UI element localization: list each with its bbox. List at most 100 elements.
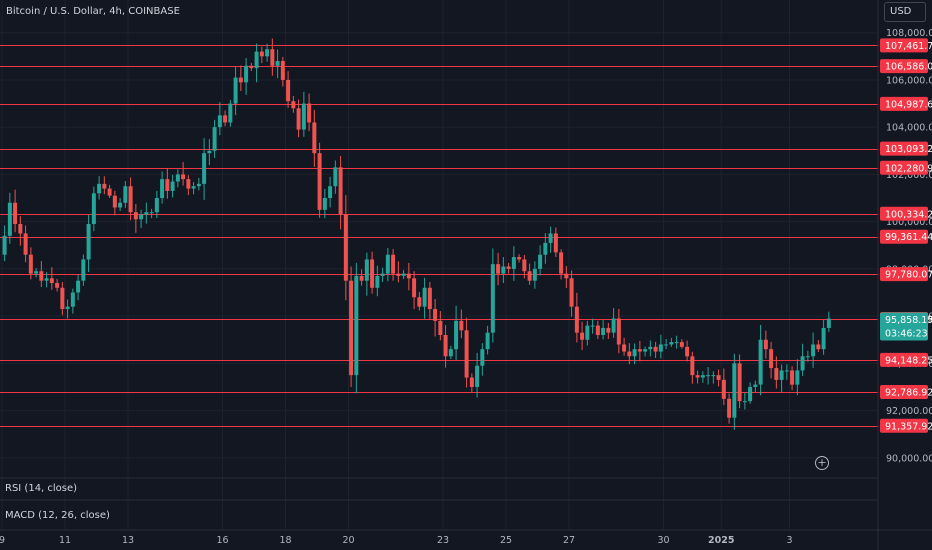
candle-down [370, 259, 375, 288]
candle-up [480, 349, 485, 366]
candle-down [391, 254, 396, 274]
candle-up [275, 61, 280, 66]
currency-button[interactable]: USD [884, 2, 926, 22]
price-tick-label: 90,000.00 [886, 453, 932, 464]
candle-down [522, 259, 527, 272]
price-tick-label: 100,000.00 [886, 217, 932, 228]
candle-up [196, 183, 201, 187]
candle-up [454, 320, 459, 350]
candle-up [543, 242, 548, 255]
candle-down [312, 122, 317, 154]
candle-up [328, 186, 333, 199]
candle-down [112, 195, 117, 208]
candle-up [784, 370, 789, 372]
candle-down [433, 309, 438, 321]
add-icon[interactable]: + [815, 456, 829, 470]
candle-up [401, 273, 406, 276]
last-price-marker: 95,858.19 03:46:23 [880, 312, 932, 341]
candle-down [186, 179, 191, 189]
candle-up [643, 349, 648, 352]
candle-up [490, 264, 495, 333]
time-tick-label: 2025 [708, 535, 734, 546]
candle-down [685, 346, 690, 357]
candle-down [296, 108, 301, 130]
candle-up [217, 115, 222, 128]
candle-up [233, 77, 238, 104]
level-price-label: 97,780.07 [885, 270, 932, 281]
candle-down [133, 212, 138, 220]
candle-down [716, 375, 721, 380]
time-tick-label: 3 [786, 535, 792, 546]
candle-down [338, 167, 343, 215]
candle-up [385, 254, 390, 274]
time-tick-label: 30 [657, 535, 669, 546]
candle-down [23, 233, 28, 255]
candle-down [443, 335, 448, 357]
candle-up [375, 275, 380, 288]
time-tick-label: 16 [216, 535, 228, 546]
candle-up [601, 327, 606, 336]
candle-up [485, 332, 490, 350]
candle-down [49, 278, 54, 284]
candle-up [380, 273, 385, 276]
candle-down [317, 153, 322, 210]
level-price-label: 104,987.61 [885, 99, 932, 110]
candle-down [13, 202, 18, 225]
candle-down [291, 101, 296, 109]
last-price-tag [880, 312, 928, 341]
candle-up [76, 280, 81, 293]
candle-up [322, 198, 327, 210]
candle-up [202, 153, 207, 184]
time-tick-label: 25 [500, 535, 512, 546]
candle-up [118, 202, 123, 208]
candle-down [695, 375, 700, 378]
candle-down [496, 264, 501, 274]
candle-up [301, 103, 306, 130]
candle-down [506, 266, 511, 269]
rsi-indicator-label[interactable]: RSI (14, close) [5, 483, 78, 494]
candle-down [679, 342, 684, 347]
level-price-tag [880, 229, 928, 244]
candle-down [580, 332, 585, 340]
candle-down [238, 77, 243, 83]
candle-up [674, 342, 679, 344]
time-tick-label: 20 [342, 535, 354, 546]
candle-down [464, 330, 469, 378]
candle-down [28, 254, 33, 274]
candle-up [706, 375, 711, 377]
last-price-label: 95,858.19 [885, 315, 932, 326]
candle-up [207, 150, 212, 154]
candle-down [55, 283, 60, 288]
candle-up [664, 344, 669, 346]
candle-up [648, 346, 653, 350]
level-price-label: 103,093.26 [885, 144, 932, 155]
macd-indicator-label[interactable]: MACD (12, 26, close) [5, 510, 110, 521]
candle-down [637, 349, 642, 352]
grid-lines [0, 0, 878, 530]
candle-down [417, 297, 422, 307]
candle-up [364, 259, 369, 281]
candle-up [826, 318, 831, 328]
candle-down [564, 273, 569, 279]
candle-down [553, 233, 558, 253]
candle-up [254, 51, 259, 69]
candle-up [753, 384, 758, 387]
price-tick-label: 106,000.00 [886, 75, 932, 86]
candle-up [333, 167, 338, 187]
candle-up [795, 370, 800, 385]
candle-down [396, 273, 401, 276]
candle-up [611, 318, 616, 333]
candle-up [669, 342, 674, 345]
candle-up [123, 186, 128, 203]
candle-down [622, 344, 627, 352]
candle-down [223, 115, 228, 123]
candle-down [249, 65, 254, 69]
candle-down [606, 327, 611, 333]
candle-down [39, 271, 44, 281]
candle-down [527, 271, 532, 281]
candle-down [181, 174, 186, 180]
candle-down [406, 273, 411, 279]
candle-down [595, 325, 600, 336]
candle-up [448, 349, 453, 357]
